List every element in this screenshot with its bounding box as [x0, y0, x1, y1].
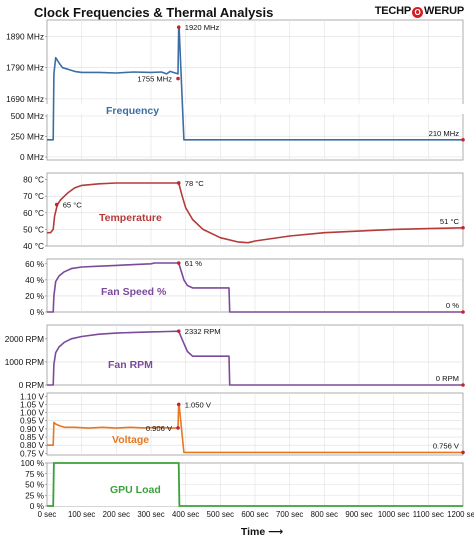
- frequency-tick-lower-2: 0 MHz: [20, 152, 44, 162]
- x-tick-500: 500 sec: [207, 510, 234, 519]
- techpowerup-logo: TECHP O WERUP: [375, 5, 464, 18]
- voltage-marker-1: [176, 402, 181, 407]
- gpu-load-tick-0: 100 %: [20, 458, 44, 468]
- gpu-load-panel: 100 %75 %50 %25 %0 % GPU Load: [20, 458, 464, 511]
- fan-rpm-tick-2: 0 RPM: [19, 380, 44, 390]
- voltage-marker-2: [461, 450, 465, 455]
- frequency-tick-upper-1: 1790 MHz: [6, 63, 44, 73]
- temperature-tick-0: 80 °C: [23, 175, 44, 185]
- fan-speed-tick-0: 60 %: [25, 259, 45, 269]
- x-tick-1200: 1200 sec: [447, 510, 474, 519]
- x-tick-300: 300 sec: [137, 510, 164, 519]
- fan-speed-tick-1: 40 %: [25, 275, 45, 285]
- gpu-load-series-label: GPU Load: [110, 484, 161, 496]
- temperature-tick-4: 40 °C: [23, 241, 44, 251]
- temperature-annotation-2: 51 °C: [440, 217, 460, 226]
- x-axis: 0 sec 100 sec 200 sec 300 sec 400 sec 500 sec…: [38, 510, 474, 538]
- x-tick-700: 700 sec: [276, 510, 303, 519]
- temperature-marker-0: [54, 202, 59, 207]
- voltage-tick-2: 1.00 V: [20, 408, 44, 418]
- fan-rpm-marker-1: [461, 383, 465, 387]
- x-tick-1100: 1100 sec: [413, 510, 444, 519]
- voltage-tick-0: 1.10 V: [20, 391, 44, 401]
- frequency-tick-lower-0: 500 MHz: [11, 111, 44, 121]
- frequency-line: [47, 26, 463, 141]
- fan-speed-marker-1: [461, 310, 465, 314]
- temperature-tick-1: 70 °C: [23, 191, 44, 201]
- fan-speed-line: [47, 262, 463, 313]
- fan-speed-panel: 60 % 40 % 20 % 0 % 61 % 0 % Fan Speed %: [25, 258, 465, 317]
- logo-power-icon: O: [412, 7, 424, 18]
- fan-rpm-line: [47, 330, 463, 386]
- fan-rpm-tick-0: 2000 RPM: [5, 334, 44, 344]
- voltage-annotation-1: 1.050 V: [185, 400, 212, 409]
- voltage-panel: 1.10 V1.05 V1.00 V0.95 V0.90 V0.85 V0.80…: [20, 391, 465, 458]
- voltage-tick-5: 0.85 V: [20, 432, 44, 442]
- fan-rpm-marker-0: [176, 329, 181, 333]
- x-tick-800: 800 sec: [311, 510, 338, 519]
- chart-panels: 1890 MHz 1790 MHz 1690 MHz 500 MHz 250 MHz 0 …: [5, 19, 465, 511]
- x-tick-100: 100 sec: [68, 510, 95, 519]
- frequency-tick-lower-1: 250 MHz: [11, 132, 44, 142]
- voltage-annotation-2: 0.756 V: [433, 441, 460, 450]
- logo-text-left: TECHP: [374, 5, 412, 17]
- frequency-marker-0: [176, 25, 181, 29]
- voltage-tick-7: 0.75 V: [20, 448, 44, 458]
- gpu-load-line: [47, 462, 463, 507]
- chart-title: Clock Frequencies & Thermal Analysis: [34, 5, 274, 20]
- frequency-annotation-2: 210 MHz: [429, 129, 460, 138]
- voltage-tick-6: 0.80 V: [20, 440, 44, 450]
- x-tick-400: 400 sec: [172, 510, 199, 519]
- gpu-load-tick-2: 50 %: [25, 480, 45, 490]
- fan-rpm-series-label: Fan RPM: [108, 359, 153, 371]
- fan-speed-annotation-0: 61 %: [185, 259, 203, 268]
- voltage-tick-1: 1.05 V: [20, 399, 44, 409]
- x-axis-label: Time ⟶: [241, 526, 283, 538]
- frequency-annotation-0: 1920 MHz: [185, 23, 220, 32]
- frequency-tick-upper-0: 1890 MHz: [6, 31, 44, 41]
- logo-text-right: WERUP: [424, 5, 464, 17]
- frequency-series-label: Frequency: [106, 105, 159, 117]
- frequency-marker-1: [176, 76, 180, 81]
- fan-speed-marker-0: [176, 261, 181, 265]
- gpu-load-tick-3: 25 %: [25, 490, 45, 500]
- temperature-panel: 80 °C 70 °C 60 °C 50 °C 40 °C 65 °C 78 °C 51 °C…: [23, 172, 465, 251]
- voltage-annotation-0: 0.906 V: [146, 424, 173, 433]
- frequency-tick-upper-2: 1690 MHz: [6, 94, 44, 104]
- frequency-axis-break: [46, 104, 464, 114]
- temperature-annotation-1: 78 °C: [185, 179, 205, 188]
- voltage-marker-0: [176, 426, 180, 430]
- x-tick-1000: 1000 sec: [378, 510, 410, 519]
- x-tick-200: 200 sec: [103, 510, 130, 519]
- temperature-tick-3: 50 °C: [23, 224, 44, 234]
- gpu-load-tick-4: 0 %: [30, 501, 45, 511]
- temperature-series-label: Temperature: [99, 212, 162, 224]
- temperature-annotation-0: 65 °C: [63, 201, 83, 210]
- temperature-tick-2: 60 °C: [23, 208, 44, 218]
- fan-rpm-panel: 2000 RPM 1000 RPM 0 RPM 2332 RPM 0 RPM Fan RP…: [5, 324, 465, 390]
- fan-speed-tick-3: 0 %: [30, 307, 45, 317]
- frequency-marker-2: [461, 137, 465, 142]
- fan-rpm-tick-1: 1000 RPM: [5, 357, 44, 367]
- x-tick-0: 0 sec: [38, 510, 57, 519]
- temperature-marker-2: [461, 225, 465, 230]
- temperature-marker-1: [176, 181, 181, 185]
- x-tick-600: 600 sec: [241, 510, 268, 519]
- voltage-tick-4: 0.90 V: [20, 424, 44, 434]
- voltage-series-label: Voltage: [112, 434, 149, 446]
- fan-speed-annotation-1: 0 %: [446, 301, 459, 310]
- gpu-load-tick-1: 75 %: [25, 469, 45, 479]
- fan-rpm-annotation-1: 0 RPM: [436, 374, 459, 383]
- gpu-load-area: [47, 463, 463, 506]
- fan-speed-tick-2: 20 %: [25, 291, 45, 301]
- frequency-annotation-1: 1755 MHz: [137, 75, 172, 84]
- x-tick-900: 900 sec: [345, 510, 372, 519]
- fan-rpm-annotation-0: 2332 RPM: [185, 327, 221, 336]
- fan-speed-series-label: Fan Speed %: [101, 286, 167, 298]
- voltage-tick-3: 0.95 V: [20, 416, 44, 426]
- frequency-panel: 1890 MHz 1790 MHz 1690 MHz 500 MHz 250 MHz 0 …: [6, 19, 465, 162]
- voltage-line: [47, 403, 463, 454]
